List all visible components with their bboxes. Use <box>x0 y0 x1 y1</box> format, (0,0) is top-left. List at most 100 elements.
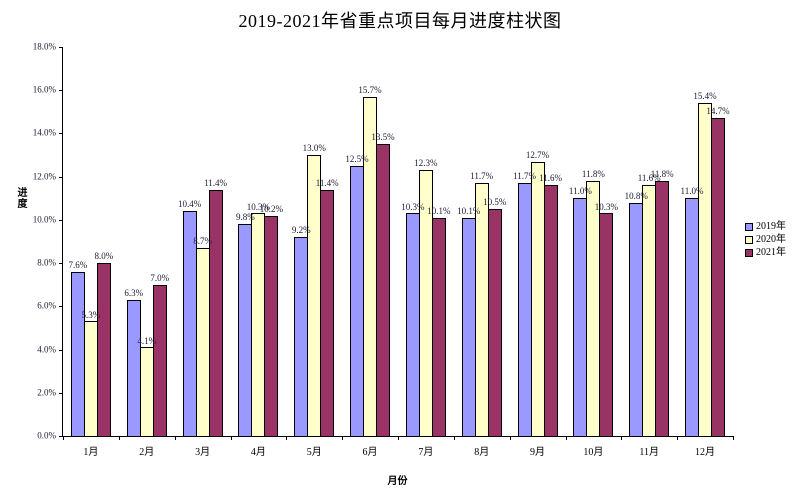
bar-2021年-7月: 10.1% <box>427 206 451 436</box>
bar-value-label: 11.6% <box>539 173 562 184</box>
month-group-2月: 6.3% 4.1% 7.0% <box>119 47 175 436</box>
y-tick-mark <box>59 176 63 178</box>
bar-2020年-6月: 15.7% <box>358 85 382 436</box>
bar-2019年-8月: 10.1% <box>457 206 480 436</box>
x-tick-mark <box>174 436 176 440</box>
bar-value-label: 11.6% <box>637 173 661 184</box>
plot-area: 0.0% 2.0% 4.0% 6.0% 8.0% 10.0% 12.0% 14.0% 16.0%… <box>33 42 734 458</box>
y-tick-mark <box>59 349 63 351</box>
legend-swatch <box>745 235 753 244</box>
bar-value-label: 6.3% <box>124 287 144 298</box>
x-tick-mark <box>342 436 344 440</box>
x-tick-label: 1月 <box>83 447 99 458</box>
bar-2021年-4月: 10.2% <box>260 204 283 436</box>
bar-2019年-10月: 11.0% <box>569 186 592 436</box>
bar-2019年-11月: 10.8% <box>625 191 648 436</box>
legend-label: 2021年 <box>756 246 786 258</box>
bar-2019年-1月: 7.6% <box>69 260 87 436</box>
x-tick-label: 8月 <box>474 447 490 458</box>
x-tick-label: 4月 <box>250 447 266 458</box>
month-group-8月: 10.1% 11.7% 10.5% <box>454 47 510 436</box>
bar-value-label: 13.0% <box>302 143 326 154</box>
legend-swatch <box>745 222 753 231</box>
bar-value-label: 15.4% <box>693 91 717 102</box>
bar-value-label: 11.0% <box>680 186 704 197</box>
month-group-10月: 11.0% 11.8% 10.3% <box>565 47 621 436</box>
bar-value-label: 12.7% <box>525 149 550 160</box>
y-tick-label: 2.0% <box>37 387 56 398</box>
bar-2020年-5月: 13.0% <box>303 143 326 436</box>
bar-value-label: 11.8% <box>650 169 674 180</box>
bar-value-label: 5.3% <box>81 309 101 320</box>
y-tick-label: 16.0% <box>32 84 56 95</box>
y-tick-label: 4.0% <box>37 344 56 355</box>
y-tick-mark <box>59 47 63 48</box>
month-group-9月: 11.7% 12.7% 11.6% <box>510 47 566 436</box>
bar-2021年-12月: 14.7% <box>706 107 730 436</box>
month-group-7月: 10.3% 12.3% 10.1% <box>398 47 454 436</box>
bar-2020年-3月: 8.7% <box>193 236 212 436</box>
y-tick-mark <box>59 392 63 394</box>
x-tick-label: 3月 <box>195 447 211 458</box>
bar-value-label: 4.1% <box>137 335 157 346</box>
bar-2019年-7月: 10.3% <box>401 202 425 436</box>
x-tick-mark <box>509 436 511 440</box>
bar-value-label: 7.0% <box>150 272 170 283</box>
y-tick-label: 8.0% <box>37 257 56 268</box>
y-axis-title: 进度 <box>15 187 26 209</box>
bar-2020年-4月: 10.3% <box>247 202 270 436</box>
bar-2020年-11月: 11.6% <box>638 174 661 436</box>
bar-2019年-5月: 9.2% <box>292 225 311 436</box>
x-tick-label: 12月 <box>695 447 716 458</box>
bar-value-label: 11.7% <box>513 171 536 182</box>
bar-2021年-5月: 11.4% <box>316 178 339 436</box>
y-tick-label: 18.0% <box>32 41 56 52</box>
chart-title: 2019-2021年省重点项目每月进度柱状图 <box>238 11 562 31</box>
y-tick-mark <box>59 436 63 437</box>
bar-value-label: 8.0% <box>94 251 114 262</box>
y-tick-mark <box>59 263 63 265</box>
bar-2020年-9月: 12.7% <box>526 150 549 436</box>
legend-item-2020年: 2020年 <box>745 233 786 246</box>
legend-item-2021年: 2021年 <box>745 246 786 259</box>
bar-2019年-12月: 11.0% <box>681 186 703 436</box>
bar-2021年-3月: 11.4% <box>204 178 227 436</box>
bar-value-label: 11.7% <box>470 171 494 182</box>
x-tick-mark <box>118 436 120 440</box>
bar-value-label: 10.2% <box>259 203 284 214</box>
month-group-3月: 10.4% 8.7% 11.4% <box>175 47 231 436</box>
month-group-11月: 10.8% 11.6% 11.8% <box>621 47 677 436</box>
bar-2019年-9月: 11.7% <box>513 171 536 436</box>
bar-2020年-2月: 4.1% <box>137 336 156 436</box>
x-tick-mark <box>565 436 567 440</box>
bar-value-label: 14.7% <box>706 106 730 117</box>
x-tick-label: 5月 <box>306 447 322 458</box>
x-tick-label: 11月 <box>639 447 660 458</box>
bar-2021年-2月: 7.0% <box>150 273 169 436</box>
y-tick-label: 6.0% <box>37 300 56 311</box>
x-tick-mark <box>63 436 64 440</box>
y-tick-label: 14.0% <box>32 127 56 138</box>
legend-swatch <box>745 248 753 257</box>
bar-value-label: 11.4% <box>315 177 339 188</box>
y-tick-mark <box>59 219 63 221</box>
y-tick-mark <box>59 90 63 92</box>
x-tick-label: 9月 <box>530 447 546 458</box>
x-tick-label: 10月 <box>583 447 604 458</box>
x-tick-mark <box>286 436 288 440</box>
bar-value-label: 7.6% <box>68 259 88 270</box>
x-tick-mark <box>733 436 734 440</box>
bar-2019年-6月: 12.5% <box>345 154 369 436</box>
bar-2021年-1月: 8.0% <box>95 251 113 436</box>
month-group-6月: 12.5% 15.7% 13.5% <box>342 47 398 436</box>
bar-2021年-9月: 11.6% <box>539 174 562 436</box>
month-group-5月: 9.2% 13.0% 11.4% <box>286 47 342 436</box>
bar-value-label: 10.4% <box>177 199 202 210</box>
bar-2021年-10月: 10.3% <box>595 202 618 436</box>
month-group-12月: 11.0% 15.4% 14.7% <box>677 47 733 436</box>
bar-2021年-8月: 10.5% <box>483 197 506 436</box>
legend: 2019年 2020年 2021年 <box>745 220 786 259</box>
y-tick-label: 0.0% <box>37 430 56 441</box>
y-tick-label: 10.0% <box>32 214 56 225</box>
x-tick-mark <box>453 436 455 440</box>
